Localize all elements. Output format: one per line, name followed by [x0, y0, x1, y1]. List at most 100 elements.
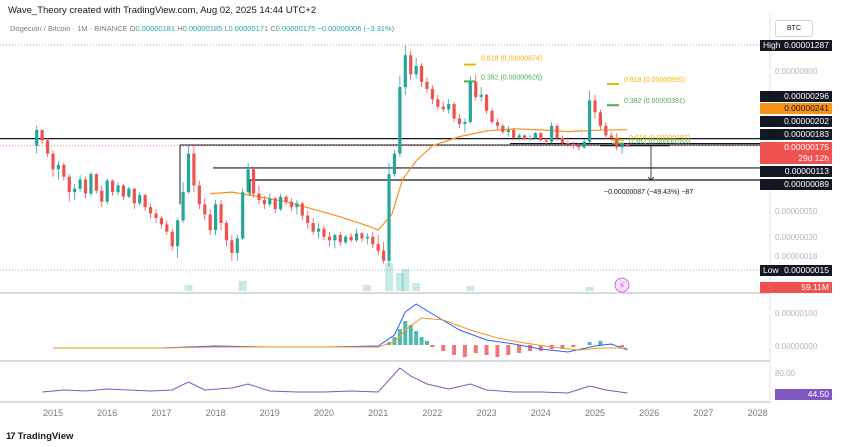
candle — [425, 81, 429, 89]
volume-bar — [238, 281, 247, 291]
volume-bar — [412, 283, 421, 291]
candle — [577, 145, 581, 148]
currency-button[interactable]: BTC — [775, 20, 813, 37]
volume-tag: 59.11M — [760, 282, 832, 293]
macd-histogram-bar — [598, 341, 603, 345]
x-axis-tick: 2015 — [42, 408, 64, 418]
candle — [45, 140, 50, 154]
candle — [257, 193, 261, 200]
tradingview-logo: 17 TradingView — [6, 431, 74, 442]
candle — [598, 112, 603, 126]
macd-histogram-bar — [571, 345, 576, 347]
lightning-icon: ⚡ — [619, 281, 626, 292]
x-axis-tick: 2016 — [97, 408, 118, 418]
fib-level-label: 0.382 (0.00000626) — [481, 74, 542, 81]
symbol-info: Dogecoin / Bitcoin · 1M · BINANCE O0.000… — [10, 24, 394, 33]
price-tag: 0.00000202 — [760, 116, 832, 127]
macd-histogram-bar — [560, 345, 565, 349]
x-axis-tick: 2020 — [313, 408, 335, 418]
candle — [620, 144, 624, 148]
ohlc-values: O0.00000181 H0.00000185 L0.00000171 C0.0… — [130, 24, 316, 33]
candle — [116, 185, 120, 193]
macd-histogram-bar — [452, 345, 457, 355]
candle — [62, 164, 66, 177]
macd-histogram-bar — [419, 337, 424, 345]
volume-bar — [363, 285, 372, 291]
candle — [360, 233, 364, 239]
macd-histogram-bar — [517, 345, 522, 353]
macd-histogram-bar — [462, 345, 467, 357]
macd-line — [53, 303, 628, 353]
volume-bar — [466, 286, 475, 291]
candle — [571, 144, 575, 146]
candle — [40, 129, 44, 141]
price-tag: 0.00000183 — [760, 129, 832, 140]
candle — [224, 223, 229, 241]
candle — [528, 137, 532, 140]
candle — [485, 94, 489, 111]
candle — [457, 118, 462, 124]
candle — [143, 195, 147, 208]
candle — [203, 204, 207, 215]
macd-histogram-bar — [430, 345, 435, 347]
candle — [246, 169, 250, 193]
ohlc-l: L0.00000171 — [224, 24, 269, 33]
lightning-icon — [614, 277, 630, 293]
candle — [327, 236, 332, 241]
candle — [544, 140, 548, 142]
x-axis-tick: 2027 — [693, 408, 714, 418]
macd-histogram-bar — [538, 345, 543, 351]
candle — [100, 190, 104, 202]
x-axis-tick: 2019 — [259, 408, 280, 418]
candle — [289, 201, 294, 208]
candle — [279, 196, 283, 210]
candle — [132, 188, 136, 204]
macd-histogram-bar — [527, 345, 532, 351]
macd-histogram-bar — [587, 342, 592, 345]
volume-bar — [395, 273, 404, 291]
macd-axis-tick: 0.00000100 — [775, 309, 818, 318]
fib-level-label: 0.618 (0.00000595) — [624, 77, 685, 84]
candle — [165, 224, 169, 232]
candle — [376, 244, 380, 251]
candle — [111, 180, 115, 193]
candle — [316, 228, 321, 232]
axis-tick: 0.00000018 — [775, 252, 818, 261]
candle — [365, 236, 369, 239]
x-axis-tick: 2028 — [747, 408, 768, 418]
candle — [311, 223, 315, 232]
candle — [148, 207, 153, 214]
candle — [208, 214, 212, 231]
candle — [517, 135, 521, 138]
macd-histogram-bar — [506, 345, 511, 355]
macd-histogram-bar — [397, 329, 402, 345]
candle — [241, 192, 245, 239]
candle — [403, 55, 407, 88]
candle — [550, 125, 554, 142]
candle — [56, 164, 61, 170]
axis-tick: 0.00000050 — [775, 207, 818, 216]
candle — [436, 99, 440, 107]
candle — [495, 122, 500, 126]
x-axis-tick: 2025 — [584, 408, 606, 418]
candle — [235, 238, 239, 253]
candle — [127, 188, 131, 197]
candle — [89, 174, 93, 194]
candle — [192, 153, 196, 186]
candle — [214, 204, 218, 231]
candle — [268, 198, 272, 205]
x-axis-tick: 2024 — [530, 408, 551, 418]
candle — [273, 198, 277, 210]
axis-tick: 0.00000030 — [775, 233, 818, 242]
candle — [219, 204, 223, 224]
candle — [522, 135, 527, 140]
macd-histogram-bar — [495, 345, 500, 357]
candle — [533, 133, 537, 138]
rsi-axis-tick: 80.00 — [775, 369, 796, 378]
candle — [349, 236, 353, 241]
macd-histogram-bar — [473, 345, 478, 353]
current-price-tag: 0.00000175 — [760, 142, 832, 153]
ema-price-tag: 0.00000241 — [760, 103, 832, 114]
candle — [371, 236, 375, 245]
